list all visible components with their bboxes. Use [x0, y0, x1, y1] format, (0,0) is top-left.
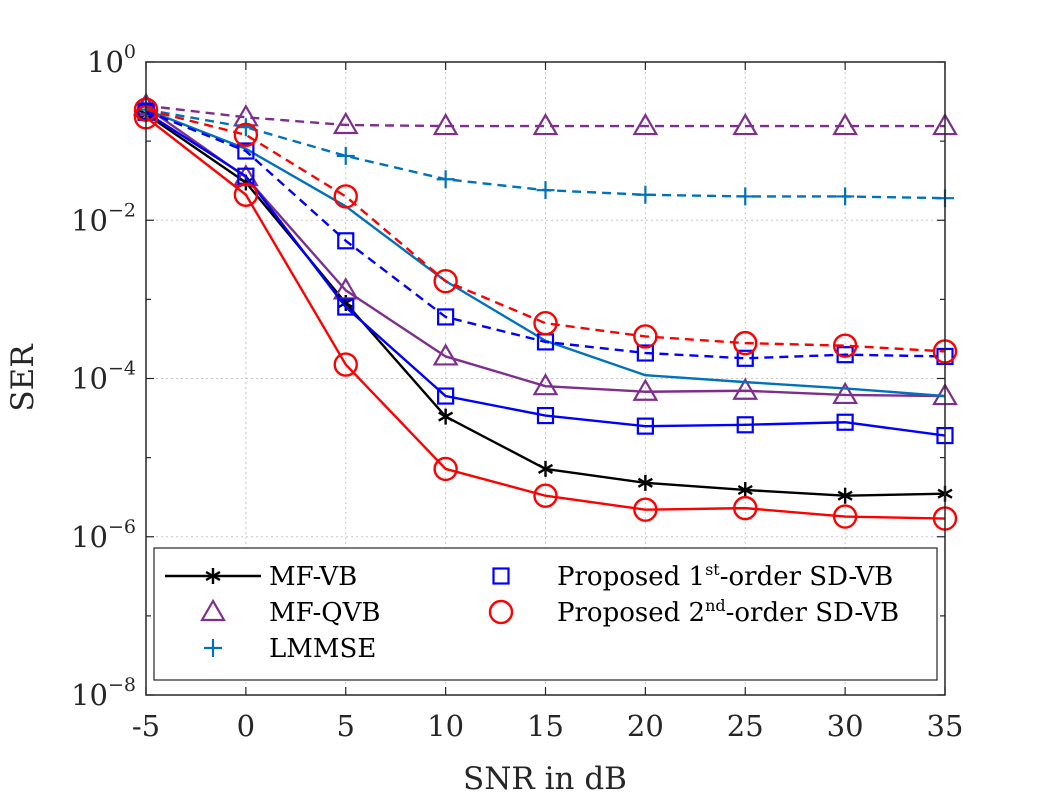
x-tick-label: 25 [727, 709, 764, 743]
legend-item: MF-VB [165, 562, 357, 592]
legend-item: Proposed 2nd-order SD-VB [488, 596, 899, 628]
y-tick-label: 10−6 [71, 516, 136, 554]
data-point [536, 181, 555, 200]
data-point [532, 112, 559, 136]
data-point [632, 112, 659, 136]
data-point [636, 185, 655, 204]
legend-box [153, 547, 938, 681]
data-point [832, 381, 859, 405]
data-point [332, 277, 359, 300]
data-point [433, 268, 458, 294]
legend: MF-VB MF-QVB LMMSE Proposed 1st-order SD-VB… [153, 547, 938, 681]
y-axis-title: SER [5, 343, 41, 412]
data-point [836, 413, 854, 431]
legend-marker [205, 568, 221, 584]
data-point [336, 146, 355, 165]
y-tick-label: 10−4 [71, 358, 136, 396]
data-point [537, 460, 554, 477]
x-tick-label: 35 [927, 709, 964, 743]
legend-marker [488, 599, 514, 625]
series-line [145, 106, 946, 398]
data-point [437, 387, 455, 405]
data-point [736, 416, 754, 434]
x-tick-label: 20 [627, 709, 664, 743]
data-point [637, 474, 653, 491]
data-point [732, 377, 759, 400]
data-point [436, 170, 455, 189]
legend-label: LMMSE [269, 634, 376, 664]
data-point [633, 324, 658, 349]
data-point [233, 182, 259, 207]
data-point [832, 333, 858, 358]
legend-label: Proposed 2nd-order SD-VB [557, 596, 899, 628]
data-point [632, 378, 659, 401]
data-point [533, 483, 558, 508]
y-tick-label: 100 [87, 41, 136, 79]
x-tick-label: 0 [237, 709, 255, 743]
data-point [733, 330, 758, 356]
x-tick-label: 5 [337, 709, 355, 743]
series-line [145, 109, 946, 360]
data-point [536, 406, 555, 425]
legend-marker [492, 567, 510, 585]
data-point [232, 164, 259, 187]
legend-marker [200, 598, 226, 622]
data-point [836, 187, 855, 206]
data-point [533, 310, 558, 336]
x-tick-label: 15 [527, 709, 564, 743]
data-point [736, 187, 755, 206]
series-line [145, 111, 946, 437]
legend-label: Proposed 1st-order SD-VB [557, 560, 893, 592]
data-point [832, 504, 858, 529]
data-point [432, 112, 459, 136]
data-point [832, 112, 859, 136]
y-tick-label: 10−2 [71, 199, 136, 237]
x-axis-title: SNR in dB [463, 761, 627, 797]
data-point [237, 142, 255, 160]
legend-item: Proposed 1st-order SD-VB [492, 560, 893, 592]
data-point [636, 417, 654, 435]
data-point [333, 184, 358, 209]
data-point [332, 111, 359, 135]
legend-item: LMMSE [204, 634, 376, 664]
legend-item: MF-QVB [200, 598, 380, 628]
series-line [145, 104, 945, 128]
data-point [837, 487, 853, 504]
data-point [438, 408, 454, 425]
data-point [737, 481, 753, 498]
data-point [233, 122, 259, 148]
data-point [236, 118, 255, 137]
x-tick-label: 30 [827, 709, 864, 743]
x-tick-label: -5 [132, 709, 160, 743]
data-point [432, 343, 459, 366]
data-point [633, 497, 658, 522]
legend-label: MF-VB [269, 562, 357, 592]
data-point [437, 308, 455, 326]
data-point [333, 352, 358, 377]
data-point [337, 232, 355, 250]
data-point [733, 495, 758, 521]
data-point [337, 298, 355, 316]
series-line [145, 116, 946, 520]
data-point [636, 344, 654, 362]
series-6 [137, 103, 954, 445]
series-line [145, 108, 946, 353]
data-point [736, 349, 754, 367]
x-tick-label: 10 [427, 709, 464, 743]
legend-label: MF-QVB [269, 598, 380, 628]
data-point [532, 372, 559, 396]
data-point [732, 112, 759, 136]
y-tick-label: 10−8 [71, 674, 136, 712]
series-layer [133, 92, 958, 531]
legend-marker [204, 639, 222, 657]
ticks: -5 0 5 10 15 20 25 30 35 100 10−2 10−4 10−6 10−8 [71, 41, 963, 743]
data-point [433, 456, 458, 482]
